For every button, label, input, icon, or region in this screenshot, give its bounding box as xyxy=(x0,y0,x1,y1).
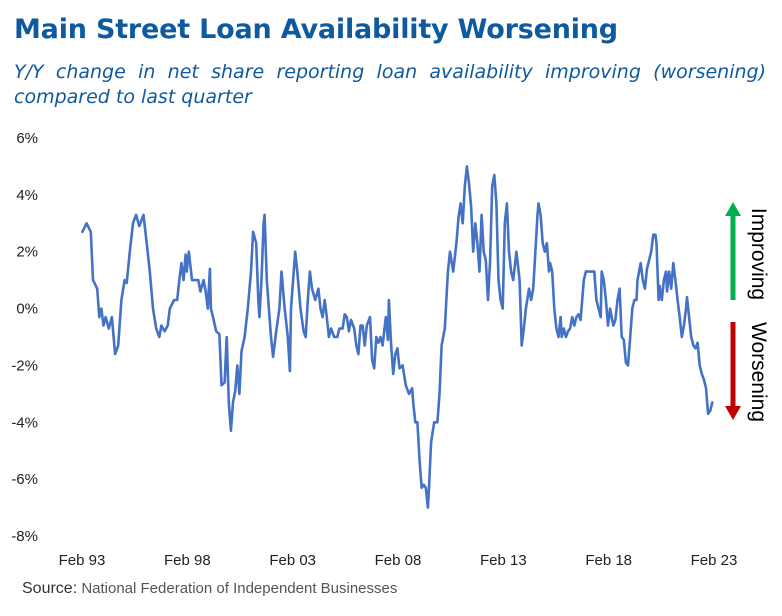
up-arrow-head-icon xyxy=(725,202,741,216)
x-tick-label: Feb 93 xyxy=(59,552,106,569)
line-chart: -8%-6%-4%-2%0%2%4%6% Feb 93 Feb 98 Feb 03 F… xyxy=(11,130,770,569)
down-arrow-head-icon xyxy=(725,406,741,420)
worsening-label: Worsening xyxy=(747,322,770,422)
y-tick-label: 4% xyxy=(16,187,38,204)
y-tick-label: -8% xyxy=(11,528,38,545)
y-tick-label: -2% xyxy=(11,357,38,374)
x-tick-label: Feb 18 xyxy=(585,552,632,569)
y-tick-label: 2% xyxy=(16,244,38,261)
x-tick-label: Feb 13 xyxy=(480,552,527,569)
y-axis: -8% -6% -4% -2% 0% 2% 4% 6% xyxy=(11,130,38,545)
chart-title: Main Street Loan Availability Worsening xyxy=(14,14,618,45)
x-tick-label: Feb 08 xyxy=(375,552,422,569)
source-label: Source: xyxy=(22,580,78,597)
x-tick-label: Feb 23 xyxy=(691,552,738,569)
source-text: National Federation of Independent Busin… xyxy=(81,580,398,597)
source-note: Source: National Federation of Independe… xyxy=(22,580,397,598)
x-axis: Feb 93 Feb 98 Feb 03 Feb 08 Feb 13 Feb 18 Feb … xyxy=(59,552,738,569)
y-tick-label: -4% xyxy=(11,414,38,431)
x-tick-label: Feb 03 xyxy=(269,552,316,569)
series-line xyxy=(81,165,714,509)
y-tick-label: 0% xyxy=(16,301,38,318)
x-tick-label: Feb 98 xyxy=(164,552,211,569)
worsening-annotation: Worsening xyxy=(725,322,770,422)
chart-subtitle: Y/Y change in net share reporting loan a… xyxy=(14,61,766,108)
y-tick-label: 6% xyxy=(16,130,38,147)
y-tick-label: -6% xyxy=(11,471,38,488)
improving-label: Improving xyxy=(747,208,770,300)
improving-annotation: Improving xyxy=(725,202,770,300)
